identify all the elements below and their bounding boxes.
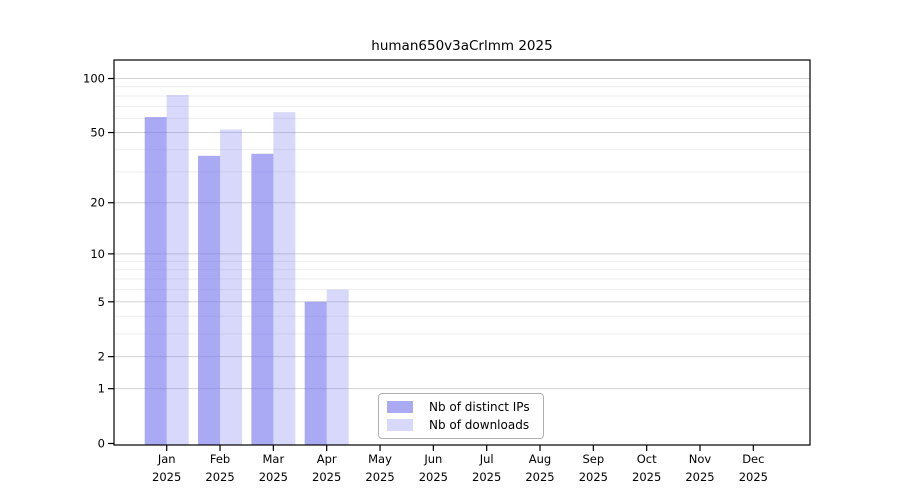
legend-swatch-distinct-ips-icon — [387, 400, 413, 413]
y-tick-label: 0 — [98, 437, 105, 451]
x-tick-label-year: 2025 — [259, 470, 288, 484]
x-tick-label-month: Jul — [479, 452, 494, 466]
y-tick-label: 1 — [98, 382, 105, 396]
x-tick-label-year: 2025 — [472, 470, 501, 484]
chart-title: human650v3aCrlmm 2025 — [371, 38, 553, 54]
x-tick-label-year: 2025 — [365, 470, 394, 484]
legend-swatch-downloads-icon — [387, 419, 413, 432]
x-tick-label-year: 2025 — [739, 470, 768, 484]
legend-label-distinct-ips: Nb of distinct IPs — [429, 399, 530, 414]
x-tick-label-month: Aug — [529, 452, 551, 466]
bar-downloads-jan — [166, 94, 189, 445]
legend-label-downloads: Nb of downloads — [429, 418, 530, 433]
y-tick-label: 10 — [90, 247, 105, 261]
bar-distinct-ips-mar — [251, 153, 274, 445]
x-tick-label-month: Sep — [582, 452, 604, 466]
x-tick-label-month: Jun — [423, 452, 442, 466]
x-tick-label-month: Apr — [317, 452, 337, 466]
x-tick-label-month: Dec — [742, 452, 764, 466]
x-tick-label-year: 2025 — [205, 470, 234, 484]
x-tick-label-year: 2025 — [632, 470, 661, 484]
bar-distinct-ips-jan — [144, 117, 167, 446]
x-tick-label-year: 2025 — [525, 470, 554, 484]
x-tick-label-month: Feb — [210, 452, 230, 466]
x-tick-label-year: 2025 — [579, 470, 608, 484]
x-tick-label-year: 2025 — [152, 470, 181, 484]
x-tick-label-month: Mar — [263, 452, 285, 466]
x-tick-label-month: May — [368, 452, 392, 466]
x-tick-label-month: Oct — [637, 452, 657, 466]
y-tick-label: 2 — [98, 350, 105, 364]
bar-distinct-ips-feb — [198, 155, 221, 445]
bar-downloads-feb — [220, 129, 243, 445]
legend-item-downloads: Nb of downloads — [387, 418, 543, 433]
legend-item-distinct-ips: Nb of distinct IPs — [387, 399, 543, 414]
y-tick-label: 20 — [90, 196, 105, 210]
x-tick-label-month: Jan — [157, 452, 176, 466]
x-tick-label-month: Nov — [689, 452, 712, 466]
y-tick-label: 5 — [98, 295, 105, 309]
x-tick-label-year: 2025 — [685, 470, 714, 484]
y-tick-label: 50 — [90, 126, 105, 140]
legend: Nb of distinct IPs Nb of downloads — [378, 393, 544, 439]
bar-downloads-apr — [326, 289, 349, 445]
y-tick-label: 100 — [83, 72, 105, 86]
bar-distinct-ips-apr — [304, 301, 327, 445]
x-tick-label-year: 2025 — [419, 470, 448, 484]
bar-downloads-mar — [273, 112, 296, 446]
x-tick-label-year: 2025 — [312, 470, 341, 484]
plot-border — [113, 59, 811, 446]
